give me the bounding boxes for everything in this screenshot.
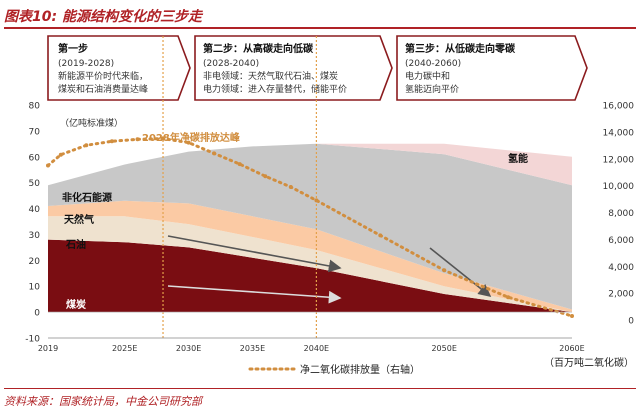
trend-arrow-coal xyxy=(167,285,342,304)
stage-2-line-1: 非电领域：天然气取代石油、煤炭 xyxy=(203,70,338,82)
stage-2-period: (2028-2040) xyxy=(203,59,259,69)
figure-title: 图表10: 能源结构变化的三步走 xyxy=(4,9,202,25)
y-left-axis-label: （亿吨标准煤） xyxy=(60,117,123,129)
stage-1-period: (2019-2028) xyxy=(58,59,114,69)
legend-emission-label: 净二氧化碳排放量（右轴） xyxy=(300,363,420,376)
emission-line xyxy=(46,136,574,318)
label-gas: 天然气 xyxy=(64,213,94,226)
figure-source: 资料来源：国家统计局，中金公司研究部 xyxy=(4,395,202,408)
y-right-tick-6,000: 6,000 xyxy=(608,236,634,246)
label-hydrogen: 氢能 xyxy=(508,152,528,165)
x-tick-2019: 2019 xyxy=(38,344,58,353)
y-left-tick-0: 0 xyxy=(34,309,40,319)
label-coal: 煤炭 xyxy=(66,298,86,311)
y-right-tick-0: 0 xyxy=(628,317,634,327)
y-right-tick-12,000: 12,000 xyxy=(603,155,635,165)
legend: 净二氧化碳排放量（右轴） xyxy=(248,363,420,376)
y-right-tick-14,000: 14,000 xyxy=(603,128,635,138)
title-rule xyxy=(4,27,636,29)
y-left-tick--10: -10 xyxy=(25,335,40,345)
stage-2-line-2: 电力领域：进入存量替代，储能平价 xyxy=(203,83,347,95)
stage-3-line-2: 氢能迈向平价 xyxy=(405,83,459,95)
y-right-tick-10,000: 10,000 xyxy=(603,182,635,192)
stage-3-period: (2040-2060) xyxy=(405,59,461,69)
energy-structure-chart: 第一步 (2019-2028) 新能源平价时代来临， 煤炭和石油消费量达峰 第二… xyxy=(25,35,634,376)
x-tick-2030E: 2030E xyxy=(176,344,201,353)
stage-3-title: 第三步：从低碳走向零碳 xyxy=(405,42,516,55)
trend-arrow-gas xyxy=(429,247,492,297)
stage-1-line-1: 新能源平价时代来临， xyxy=(58,70,148,82)
source-rule xyxy=(4,388,636,389)
trend-arrow-oil xyxy=(167,235,342,273)
stage-2-title: 第二步：从高碳走向低碳 xyxy=(203,42,314,55)
y-right-tick-16,000: 16,000 xyxy=(603,102,635,112)
x-tick-2025E: 2025E xyxy=(112,344,137,353)
stage-3-box xyxy=(396,35,588,101)
emission-point-2060 xyxy=(570,314,574,318)
y-right-axis-label: （百万吨二氧化碳） xyxy=(544,356,634,369)
y-left-tick-30: 30 xyxy=(29,231,41,241)
peak-annotation: 2028年净碳排放达峰 xyxy=(142,131,241,144)
stage-3-line-1: 电力碳中和 xyxy=(405,70,450,82)
area-oil xyxy=(48,216,572,313)
y-right-tick-8,000: 8,000 xyxy=(608,209,634,219)
y-left-tick-80: 80 xyxy=(29,102,41,112)
area-gas xyxy=(48,200,572,313)
emission-path xyxy=(46,137,574,318)
y-left-tick-60: 60 xyxy=(29,153,41,163)
stage-1-box xyxy=(47,35,191,101)
area-layers xyxy=(48,143,572,313)
x-tick-2035E: 2035E xyxy=(240,344,265,353)
area-nonfossil xyxy=(48,143,572,310)
label-nonfossil: 非化石能源 xyxy=(62,191,112,204)
stage-1-line-2: 煤炭和石油消费量达峰 xyxy=(58,83,148,95)
y-left-tick-20: 20 xyxy=(29,257,41,267)
x-tick-2050E: 2050E xyxy=(431,344,456,353)
trend-arrows xyxy=(167,235,492,304)
stage-boxes: 第一步 (2019-2028) 新能源平价时代来临， 煤炭和石油消费量达峰 第二… xyxy=(47,35,588,101)
y-left-tick-40: 40 xyxy=(29,205,41,215)
y-left-tick-10: 10 xyxy=(29,283,41,293)
x-tick-2060E: 2060E xyxy=(559,344,584,353)
y-left-tick-50: 50 xyxy=(29,179,41,189)
chart-axes: -10 0 10 20 30 40 50 60 70 80 0 2,000 4,000 6,000 8,00… xyxy=(25,102,634,354)
label-oil: 石油 xyxy=(65,238,86,251)
y-right-tick-4,000: 4,000 xyxy=(608,263,634,273)
y-left-tick-70: 70 xyxy=(29,127,41,137)
stage-1-title: 第一步 xyxy=(58,42,88,55)
x-tick-2040E: 2040E xyxy=(304,344,329,353)
area-coal xyxy=(48,239,572,313)
stage-2-box xyxy=(194,35,393,101)
y-right-tick-2,000: 2,000 xyxy=(608,290,634,300)
